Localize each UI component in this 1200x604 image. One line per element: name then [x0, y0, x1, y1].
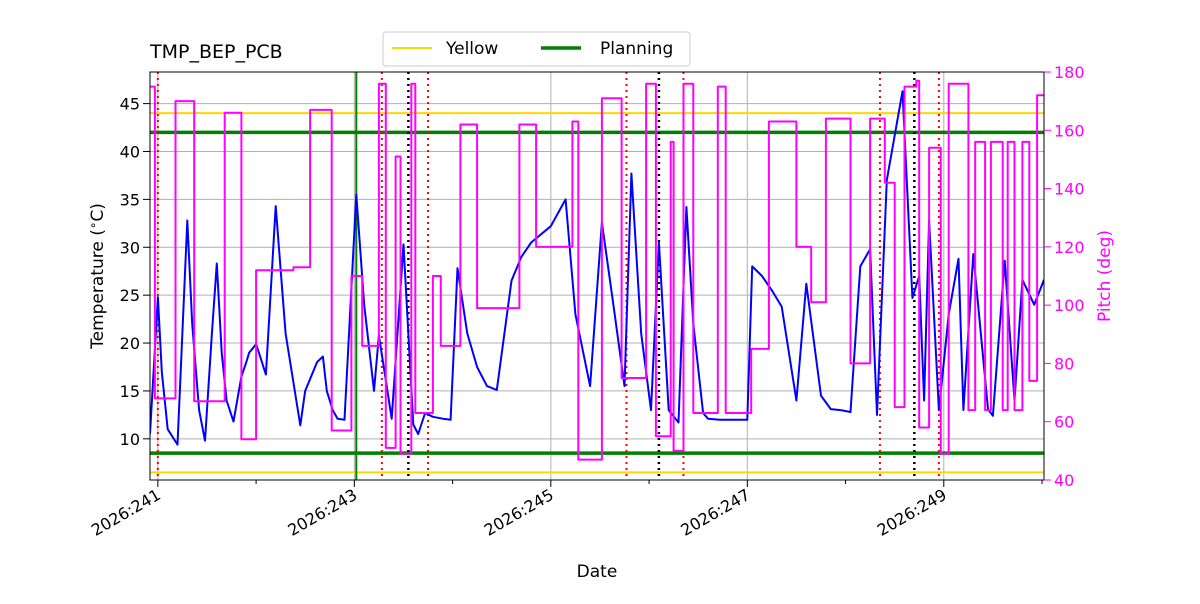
y2-axis-label: Pitch (deg): [1095, 230, 1115, 322]
y-axis-label-unit: C): [88, 203, 108, 222]
x-axis-label: Date: [577, 562, 618, 582]
y-tick-label-2: 20: [120, 334, 140, 353]
y2-tick-label-5: 140: [1054, 180, 1085, 199]
legend-label-yellow: Yellow: [445, 39, 498, 59]
limit-lines-layer: [150, 72, 1044, 480]
y2-tick-label-1: 60: [1054, 413, 1074, 432]
x-tick-label-2: 2026:245: [481, 485, 557, 540]
pitch-series-line: [150, 79, 1044, 461]
plot-frame: [149, 71, 1045, 481]
axes-layer: 2026:241 2026:243 2026:245 2026:247 2026:249…: [88, 63, 1085, 540]
y2-tick-label-7: 180: [1054, 63, 1085, 82]
svg-text:Temperature (∘C): Temperature (∘C): [86, 203, 108, 350]
x-tick-label-1: 2026:243: [284, 485, 360, 540]
y2-tick-label-2: 80: [1054, 354, 1074, 373]
y-axis-label: Temperature (∘C): [86, 203, 108, 350]
y2-tick-label-6: 160: [1054, 121, 1085, 140]
y-tick-label-0: 10: [120, 430, 140, 449]
y-tick-label-4: 30: [120, 238, 140, 257]
legend: Yellow Planning: [382, 31, 691, 67]
y-tick-label-1: 15: [120, 382, 140, 401]
y-axis-label-text: Temperature (: [88, 229, 108, 350]
y2-tick-label-4: 120: [1054, 238, 1085, 257]
y-tick-label-5: 35: [120, 190, 140, 209]
y2-tick-label-0: 40: [1054, 471, 1074, 490]
y-tick-label-3: 25: [120, 286, 140, 305]
x-tick-label-0: 2026:241: [88, 485, 164, 540]
chart-title: TMP_BEP_PCB: [149, 41, 283, 63]
series-layer: [150, 79, 1044, 461]
x-tick-label-3: 2026:247: [677, 485, 753, 540]
temperature-series-line: [150, 90, 1044, 446]
y-tick-label-7: 45: [120, 95, 140, 114]
y-tick-label-6: 40: [120, 142, 140, 161]
y-axis-label-degree: ∘: [86, 222, 100, 230]
y2-tick-label-3: 100: [1054, 296, 1085, 315]
legend-box: [382, 31, 691, 67]
legend-label-planning: Planning: [600, 39, 673, 59]
x-tick-label-4: 2026:249: [874, 485, 950, 540]
